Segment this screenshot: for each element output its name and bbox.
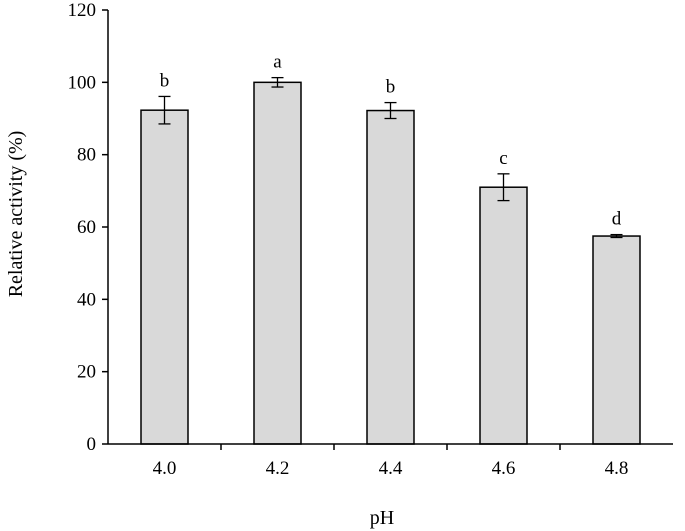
- x-tick-label: 4.6: [492, 458, 516, 479]
- error-bar-4.6: [497, 173, 510, 202]
- bar-4.8: [592, 235, 641, 445]
- y-tick-label: 100: [68, 72, 97, 93]
- x-axis-title: pH: [370, 507, 394, 529]
- error-bar-4.8: [610, 233, 623, 239]
- bar-4.4: [366, 109, 415, 445]
- x-tick-label: 4.4: [379, 458, 403, 479]
- y-tick-label: 60: [77, 217, 96, 238]
- y-tick-label: 80: [77, 145, 96, 166]
- y-tick-label: 0: [87, 434, 97, 455]
- x-tick-label: 4.8: [605, 458, 629, 479]
- significance-label-4.4: b: [386, 77, 396, 98]
- significance-labels-group: b a b c d: [160, 52, 622, 230]
- x-tick-label: 4.2: [266, 458, 290, 479]
- significance-label-4.6: c: [499, 148, 507, 169]
- significance-label-4.2: a: [273, 52, 282, 73]
- error-bars-group: [158, 76, 623, 239]
- y-ticks-group: 0 20 40 60 80 100 120: [68, 0, 108, 455]
- error-bar-4.4: [384, 101, 397, 120]
- bar-4.2: [253, 81, 302, 445]
- bars-group: [140, 81, 641, 445]
- y-tick-label: 40: [77, 289, 96, 310]
- y-tick-label: 20: [77, 362, 96, 383]
- x-ticks-group: 4.0 4.2 4.4 4.6 4.8: [153, 444, 629, 479]
- significance-label-4.8: d: [612, 209, 622, 230]
- bar-4.0: [140, 109, 189, 445]
- error-bar-4.2: [271, 76, 284, 88]
- y-tick-label: 120: [68, 0, 97, 21]
- significance-label-4.0: b: [160, 70, 170, 91]
- error-bar-4.0: [158, 95, 171, 125]
- bar-4.6: [479, 186, 528, 445]
- y-axis-title: Relative activity (%): [5, 131, 27, 298]
- x-tick-label: 4.0: [153, 458, 177, 479]
